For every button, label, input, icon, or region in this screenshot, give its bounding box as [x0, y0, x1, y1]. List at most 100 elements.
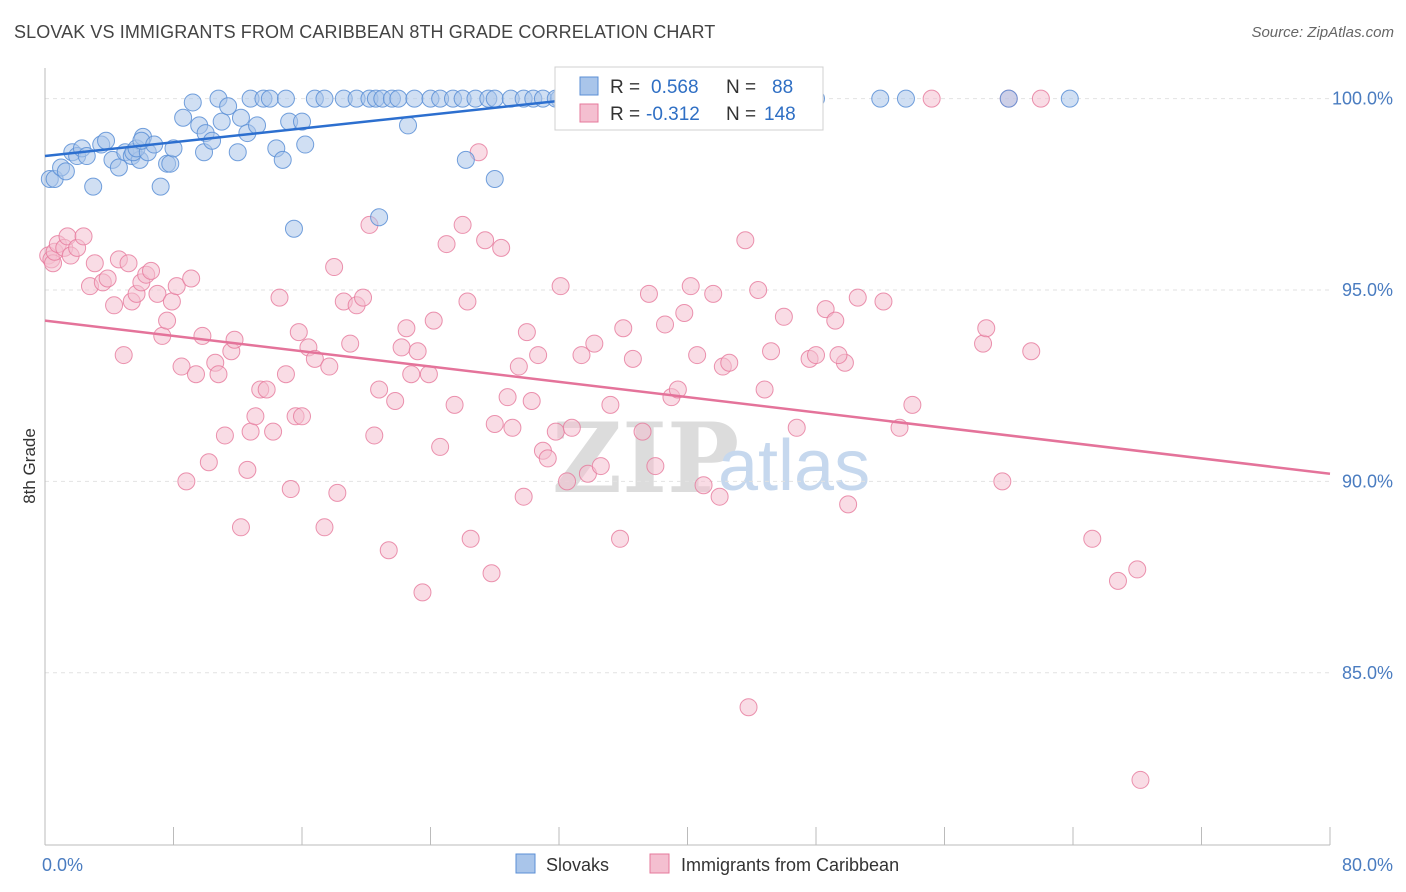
caribbean-point: [903, 395, 922, 414]
slovaks-point: [203, 131, 222, 150]
slovaks-point: [315, 89, 334, 108]
watermark-zip: ZIP: [552, 402, 739, 515]
caribbean-point: [119, 254, 138, 273]
y-tick-labels: 85.0% 90.0% 95.0% 100.0%: [1332, 89, 1393, 683]
caribbean-point: [755, 380, 774, 399]
caribbean-point: [408, 342, 427, 361]
caribbean-point: [681, 277, 700, 296]
slovaks-point: [389, 89, 408, 108]
source-label: Source: ZipAtlas.com: [1251, 24, 1394, 41]
caribbean-point: [413, 583, 432, 602]
caribbean-point: [829, 346, 848, 365]
slovaks-point: [456, 150, 475, 169]
caribbean-point: [922, 89, 941, 108]
legend-n-label-slovaks: N =: [726, 77, 756, 98]
slovaks-point: [1060, 89, 1079, 108]
caribbean-point: [241, 422, 260, 441]
caribbean-point: [739, 698, 758, 717]
caribbean-point: [826, 311, 845, 330]
caribbean-point: [172, 357, 191, 376]
caribbean-point: [509, 357, 528, 376]
caribbean-point: [162, 292, 181, 311]
caribbean-point: [209, 365, 228, 384]
slovaks-point: [151, 177, 170, 196]
caribbean-point: [977, 319, 996, 338]
caribbean-point: [874, 292, 893, 311]
caribbean-point: [158, 311, 177, 330]
slovaks-point: [164, 139, 183, 158]
caribbean-point: [517, 323, 536, 342]
caribbean-point: [1128, 560, 1147, 579]
caribbean-point: [774, 307, 793, 326]
caribbean-point: [225, 330, 244, 349]
slovaks-point: [896, 89, 915, 108]
slovaks-point: [56, 162, 75, 181]
caribbean-point: [558, 472, 577, 491]
caribbean-point: [379, 541, 398, 560]
legend-swatch-slovaks: [579, 76, 599, 96]
caribbean-point: [476, 231, 495, 250]
y-tick-label: 90.0%: [1342, 471, 1393, 491]
caribbean-point: [270, 288, 289, 307]
slovaks-point: [405, 89, 424, 108]
caribbean-point: [437, 235, 456, 254]
caribbean-point: [186, 365, 205, 384]
caribbean-point: [1022, 342, 1041, 361]
slovaks-point: [231, 108, 250, 127]
caribbean-point: [328, 483, 347, 502]
caribbean-point: [848, 288, 867, 307]
caribbean-point: [148, 284, 167, 303]
caribbean-point: [614, 319, 633, 338]
caribbean-point: [386, 392, 405, 410]
slovaks-point: [183, 93, 202, 112]
stats-legend: R = 0.568 N = 88 R = -0.312 N = 148: [554, 66, 824, 131]
caribbean-point: [675, 303, 694, 322]
legend-n-value-caribbean: 148: [764, 104, 796, 125]
caribbean-point: [114, 346, 133, 365]
caribbean-point: [572, 346, 591, 365]
caribbean-point: [974, 334, 993, 353]
caribbean-point: [281, 480, 300, 499]
caribbean-point: [538, 449, 557, 468]
caribbean-point: [623, 349, 642, 368]
slovaks-point: [174, 108, 193, 127]
caribbean-point: [736, 231, 755, 250]
caribbean-point: [458, 292, 477, 311]
caribbean-point: [639, 284, 658, 303]
series-caribbean-points: [39, 89, 1150, 789]
caribbean-point: [762, 342, 781, 361]
caribbean-point: [839, 495, 858, 514]
caribbean-point: [749, 281, 768, 299]
caribbean-point: [315, 518, 334, 537]
slovaks-point: [485, 89, 504, 108]
caribbean-point: [720, 353, 739, 372]
y-tick-label: 100.0%: [1332, 89, 1393, 109]
slovaks-point: [260, 89, 279, 108]
caribbean-point: [498, 388, 517, 407]
legend-r-value-caribbean: -0.312: [646, 104, 700, 125]
caribbean-point: [787, 418, 806, 437]
slovaks-point: [370, 208, 389, 227]
caribbean-point: [688, 346, 707, 365]
caribbean-point: [257, 380, 276, 399]
caribbean-point: [503, 418, 522, 437]
slovaks-point: [212, 112, 231, 131]
x-tick-label-max: 80.0%: [1342, 855, 1393, 875]
caribbean-point: [611, 529, 630, 548]
caribbean-point: [199, 453, 218, 472]
caribbean-point: [482, 564, 501, 583]
caribbean-point: [320, 357, 339, 376]
watermark-atlas: atlas: [718, 426, 870, 506]
caribbean-point: [1131, 770, 1150, 789]
caribbean-point: [514, 487, 533, 506]
caribbean-point: [182, 269, 201, 288]
slovaks-point: [296, 135, 315, 154]
caribbean-point: [177, 472, 196, 491]
caribbean-point: [305, 349, 324, 368]
caribbean-point: [591, 457, 610, 476]
caribbean-point: [601, 395, 620, 414]
caribbean-point: [704, 284, 723, 303]
y-axis-label: 8th Grade: [20, 428, 39, 504]
caribbean-point: [993, 472, 1012, 491]
